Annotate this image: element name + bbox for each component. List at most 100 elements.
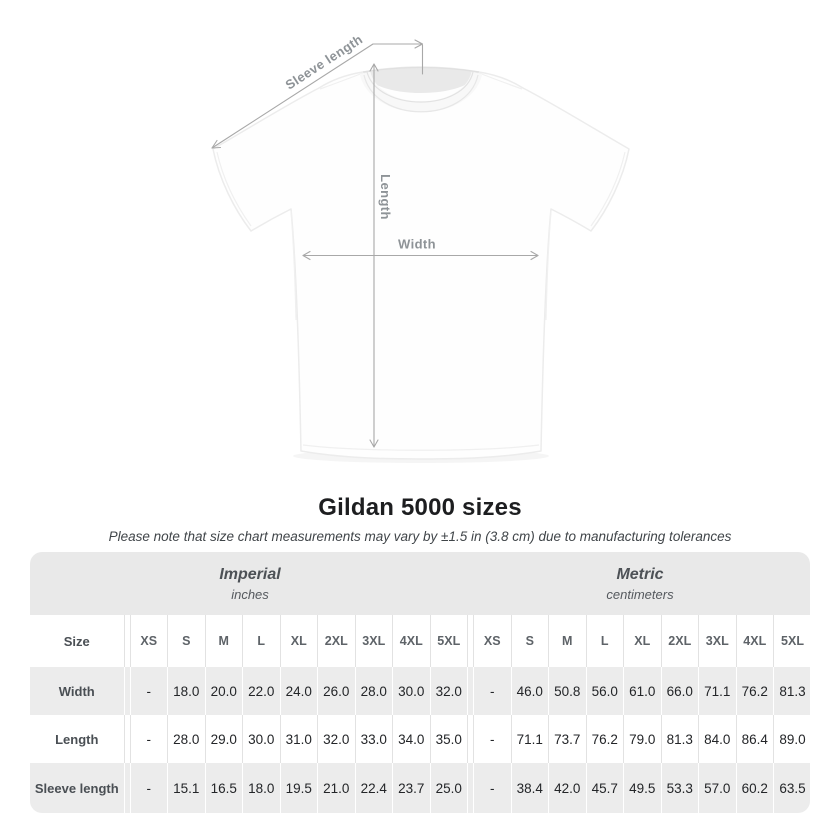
unit-header-band: Imperial inches Metric centimeters	[30, 552, 810, 615]
imperial-value-cell: 23.7	[392, 763, 430, 813]
metric-value-cell: 71.1	[510, 715, 549, 763]
metric-value-cell: 73.7	[548, 715, 586, 763]
column-gap	[123, 615, 130, 667]
imperial-value-cell: 21.0	[317, 763, 355, 813]
size-table: Size XS S M L XL 2XL 3XL 4XL 5XL XS S M L XL 2XL 3XL 4XL 5…	[30, 615, 810, 813]
metric-section-header: Metric centimeters	[470, 552, 810, 615]
imperial-size-header: XS	[129, 615, 168, 667]
metric-value-cell: 84.0	[698, 715, 736, 763]
sleeve-length-arrow	[211, 43, 423, 149]
imperial-value-cell: 33.0	[354, 715, 393, 763]
imperial-value-cell: 16.5	[204, 763, 243, 813]
imperial-value-cell: 19.5	[279, 763, 318, 813]
imperial-title: Imperial	[219, 565, 281, 583]
metric-value-cell: 71.1	[698, 667, 736, 715]
imperial-value-cell: 32.0	[317, 715, 355, 763]
size-row-header: Size	[30, 615, 124, 667]
imperial-value-cell: 15.1	[167, 763, 205, 813]
measurement-label: Sleeve length	[30, 763, 124, 813]
column-gap	[467, 667, 474, 715]
metric-value-cell: 49.5	[623, 763, 661, 813]
table-row: Length -28.0 29.0 30.0 31.0 32.0 33.0 34.0 35.0-…	[30, 715, 810, 763]
size-chart-card: Imperial inches Metric centimeters Size X…	[30, 552, 810, 813]
metric-size-header: L	[585, 615, 624, 667]
imperial-value-cell: 20.0	[204, 667, 243, 715]
imperial-value-cell: 28.0	[167, 715, 205, 763]
metric-size-header: XL	[623, 615, 661, 667]
measurement-arrows	[211, 39, 539, 448]
imperial-value-cell: 26.0	[317, 667, 355, 715]
title-block: Gildan 5000 sizes Please note that size …	[0, 494, 840, 544]
size-header-row: Size XS S M L XL 2XL 3XL 4XL 5XL XS S M L XL 2XL 3XL 4XL 5…	[30, 615, 810, 667]
metric-value-cell: 86.4	[735, 715, 774, 763]
imperial-value-cell: -	[129, 763, 168, 813]
column-gap	[467, 615, 474, 667]
column-gap	[123, 763, 130, 813]
length-label: Length	[378, 174, 393, 220]
metric-value-cell: 46.0	[510, 667, 549, 715]
column-gap	[123, 715, 130, 763]
imperial-size-header: M	[204, 615, 243, 667]
metric-value-cell: 50.8	[548, 667, 586, 715]
imperial-size-header: 4XL	[392, 615, 430, 667]
imperial-unit: inches	[231, 586, 269, 602]
imperial-size-header: 5XL	[429, 615, 468, 667]
imperial-value-cell: 30.0	[392, 667, 430, 715]
metric-value-cell: 76.2	[735, 667, 774, 715]
metric-value-cell: -	[473, 763, 511, 813]
width-label: Width	[398, 236, 436, 252]
metric-value-cell: 66.0	[660, 667, 699, 715]
metric-unit: centimeters	[606, 586, 674, 602]
metric-value-cell: -	[473, 715, 511, 763]
metric-value-cell: 63.5	[773, 763, 810, 813]
metric-value-cell: 45.7	[585, 763, 624, 813]
imperial-size-header: L	[242, 615, 280, 667]
metric-value-cell: 61.0	[623, 667, 661, 715]
metric-value-cell: 79.0	[623, 715, 661, 763]
metric-title: Metric	[616, 565, 664, 583]
metric-value-cell: 81.3	[660, 715, 699, 763]
imperial-value-cell: 18.0	[242, 763, 280, 813]
page-title: Gildan 5000 sizes	[318, 494, 522, 521]
metric-size-header: 3XL	[698, 615, 736, 667]
tshirt-diagram	[211, 39, 630, 463]
metric-value-cell: 42.0	[548, 763, 586, 813]
metric-size-header: M	[548, 615, 586, 667]
metric-size-header: 4XL	[735, 615, 774, 667]
measurement-label: Width	[30, 667, 124, 715]
metric-value-cell: 81.3	[773, 667, 810, 715]
metric-size-header: XS	[473, 615, 511, 667]
tshirt-body	[212, 66, 630, 460]
metric-value-cell: 57.0	[698, 763, 736, 813]
tshirt-collar	[359, 66, 483, 113]
imperial-value-cell: 29.0	[204, 715, 243, 763]
imperial-section-header: Imperial inches	[30, 552, 470, 615]
metric-size-header: S	[510, 615, 549, 667]
imperial-value-cell: 30.0	[242, 715, 280, 763]
imperial-value-cell: 35.0	[429, 715, 468, 763]
imperial-value-cell: 22.0	[242, 667, 280, 715]
imperial-value-cell: 24.0	[279, 667, 318, 715]
metric-size-header: 2XL	[660, 615, 699, 667]
imperial-value-cell: 18.0	[167, 667, 205, 715]
metric-size-header: 5XL	[773, 615, 810, 667]
tshirt-seams	[216, 72, 626, 451]
metric-value-cell: 38.4	[510, 763, 549, 813]
imperial-value-cell: 32.0	[429, 667, 468, 715]
table-row: Sleeve length -15.1 16.5 18.0 19.5 21.0 22.4 23…	[30, 763, 810, 813]
tolerance-note: Please note that size chart measurements…	[108, 529, 732, 544]
imperial-value-cell: 34.0	[392, 715, 430, 763]
metric-value-cell: 56.0	[585, 667, 624, 715]
imperial-value-cell: 31.0	[279, 715, 318, 763]
measurement-label: Length	[30, 715, 124, 763]
metric-value-cell: 89.0	[773, 715, 810, 763]
metric-value-cell: 76.2	[585, 715, 624, 763]
metric-value-cell: -	[473, 667, 511, 715]
imperial-size-header: 3XL	[354, 615, 393, 667]
imperial-value-cell: -	[129, 715, 168, 763]
column-gap	[467, 763, 474, 813]
column-gap	[467, 715, 474, 763]
imperial-size-header: XL	[279, 615, 318, 667]
imperial-size-header: 2XL	[317, 615, 355, 667]
